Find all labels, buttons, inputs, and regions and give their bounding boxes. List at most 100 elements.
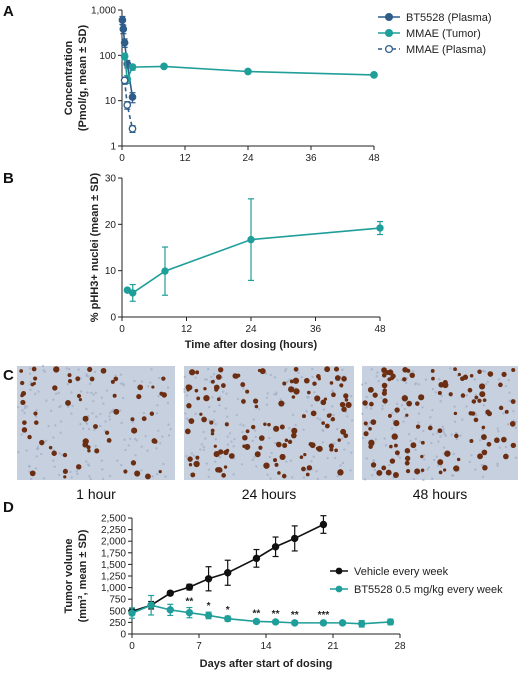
tissue-texture (166, 401, 170, 405)
tissue-texture (429, 416, 432, 419)
stained-nucleus (370, 419, 377, 425)
tissue-texture (70, 391, 73, 394)
tissue-texture (232, 473, 235, 476)
tissue-texture (264, 372, 268, 375)
tissue-texture (257, 407, 261, 411)
tissue-texture (205, 378, 209, 381)
stained-nucleus (277, 471, 281, 475)
stained-nucleus (437, 428, 443, 434)
stained-nucleus (282, 442, 288, 449)
stained-nucleus (130, 460, 137, 466)
tissue-texture (453, 420, 457, 423)
y-tick-label: 10 (105, 96, 117, 107)
x-tick-label: 28 (394, 641, 406, 652)
tissue-texture (268, 455, 272, 459)
stained-nucleus (339, 401, 346, 408)
tissue-texture (87, 427, 91, 431)
y-tick-label: 100 (99, 51, 116, 62)
stained-nucleus (343, 433, 349, 439)
tissue-texture (266, 473, 269, 476)
stained-nucleus (362, 400, 368, 406)
tissue-texture (417, 412, 421, 415)
y-axis-title-line2: (Pmol/g, mean ± SD) (77, 25, 89, 132)
tissue-texture (265, 403, 269, 406)
stained-nucleus (454, 433, 459, 439)
stained-nucleus (306, 390, 311, 395)
tissue-texture (79, 390, 83, 393)
stained-nucleus (241, 399, 246, 404)
stained-nucleus (190, 472, 196, 478)
stained-nucleus (293, 388, 300, 395)
stained-nucleus (503, 453, 509, 460)
stained-nucleus (301, 414, 306, 419)
series-line-0 (131, 523, 324, 613)
stained-nucleus (391, 433, 398, 440)
tissue-texture (506, 423, 510, 426)
tissue-texture (361, 436, 365, 440)
stained-nucleus (273, 458, 278, 463)
tissue-texture (71, 404, 74, 408)
tissue-texture (99, 412, 102, 416)
tissue-texture (321, 441, 325, 444)
stained-nucleus (345, 401, 352, 408)
stained-nucleus (245, 429, 250, 434)
stained-nucleus (404, 447, 411, 454)
tissue-texture (514, 420, 518, 424)
stained-nucleus (469, 374, 474, 378)
tissue-texture (444, 434, 448, 437)
stained-nucleus (303, 377, 310, 384)
tissue-texture (25, 449, 28, 452)
stained-nucleus (274, 462, 279, 467)
stained-nucleus (317, 377, 321, 381)
tissue-texture (123, 438, 126, 441)
tissue-texture (270, 451, 273, 455)
stained-nucleus (309, 442, 316, 449)
tissue-texture (76, 472, 79, 476)
stained-nucleus (510, 399, 516, 404)
stained-nucleus (404, 455, 411, 462)
x-tick-label: 12 (181, 324, 193, 335)
tissue-texture (390, 411, 394, 415)
stained-nucleus (479, 391, 486, 398)
tissue-texture (54, 424, 57, 427)
stained-nucleus (430, 369, 435, 373)
data-point (120, 52, 129, 61)
tissue-texture (37, 390, 40, 393)
tissue-texture (514, 456, 518, 460)
tissue-texture (514, 426, 518, 430)
tissue-texture (326, 456, 329, 460)
stained-nucleus (482, 465, 488, 471)
tissue-texture (35, 455, 38, 458)
stained-nucleus (76, 464, 82, 470)
stained-nucleus (498, 382, 503, 388)
tissue-texture (439, 400, 442, 403)
significance-marker: ** (291, 610, 299, 621)
tissue-texture (273, 393, 276, 396)
stained-nucleus (444, 450, 451, 457)
stained-nucleus (504, 409, 509, 414)
tissue-texture (133, 437, 137, 441)
stained-nucleus (390, 373, 396, 379)
legend-entry: Vehicle every week (354, 566, 449, 578)
stained-nucleus (67, 373, 72, 378)
stained-nucleus (113, 408, 120, 415)
y-tick-label: 750 (109, 595, 126, 606)
tissue-texture (91, 412, 94, 415)
tissue-texture (504, 445, 508, 449)
stained-nucleus (89, 376, 95, 382)
y-tick-label: 1,250 (101, 572, 126, 583)
tissue-texture (144, 434, 147, 438)
tissue-texture (310, 460, 313, 463)
tissue-texture (316, 477, 320, 481)
stained-nucleus (498, 405, 504, 411)
stained-nucleus (203, 394, 210, 402)
tissue-texture (305, 410, 308, 413)
tissue-texture (157, 394, 160, 398)
stained-nucleus (333, 366, 340, 372)
tissue-texture (162, 462, 165, 466)
tissue-texture (381, 407, 384, 411)
y-tick-label: 10 (105, 266, 117, 277)
stained-nucleus (381, 382, 388, 389)
stained-nucleus (258, 445, 263, 450)
stained-nucleus (209, 420, 214, 425)
